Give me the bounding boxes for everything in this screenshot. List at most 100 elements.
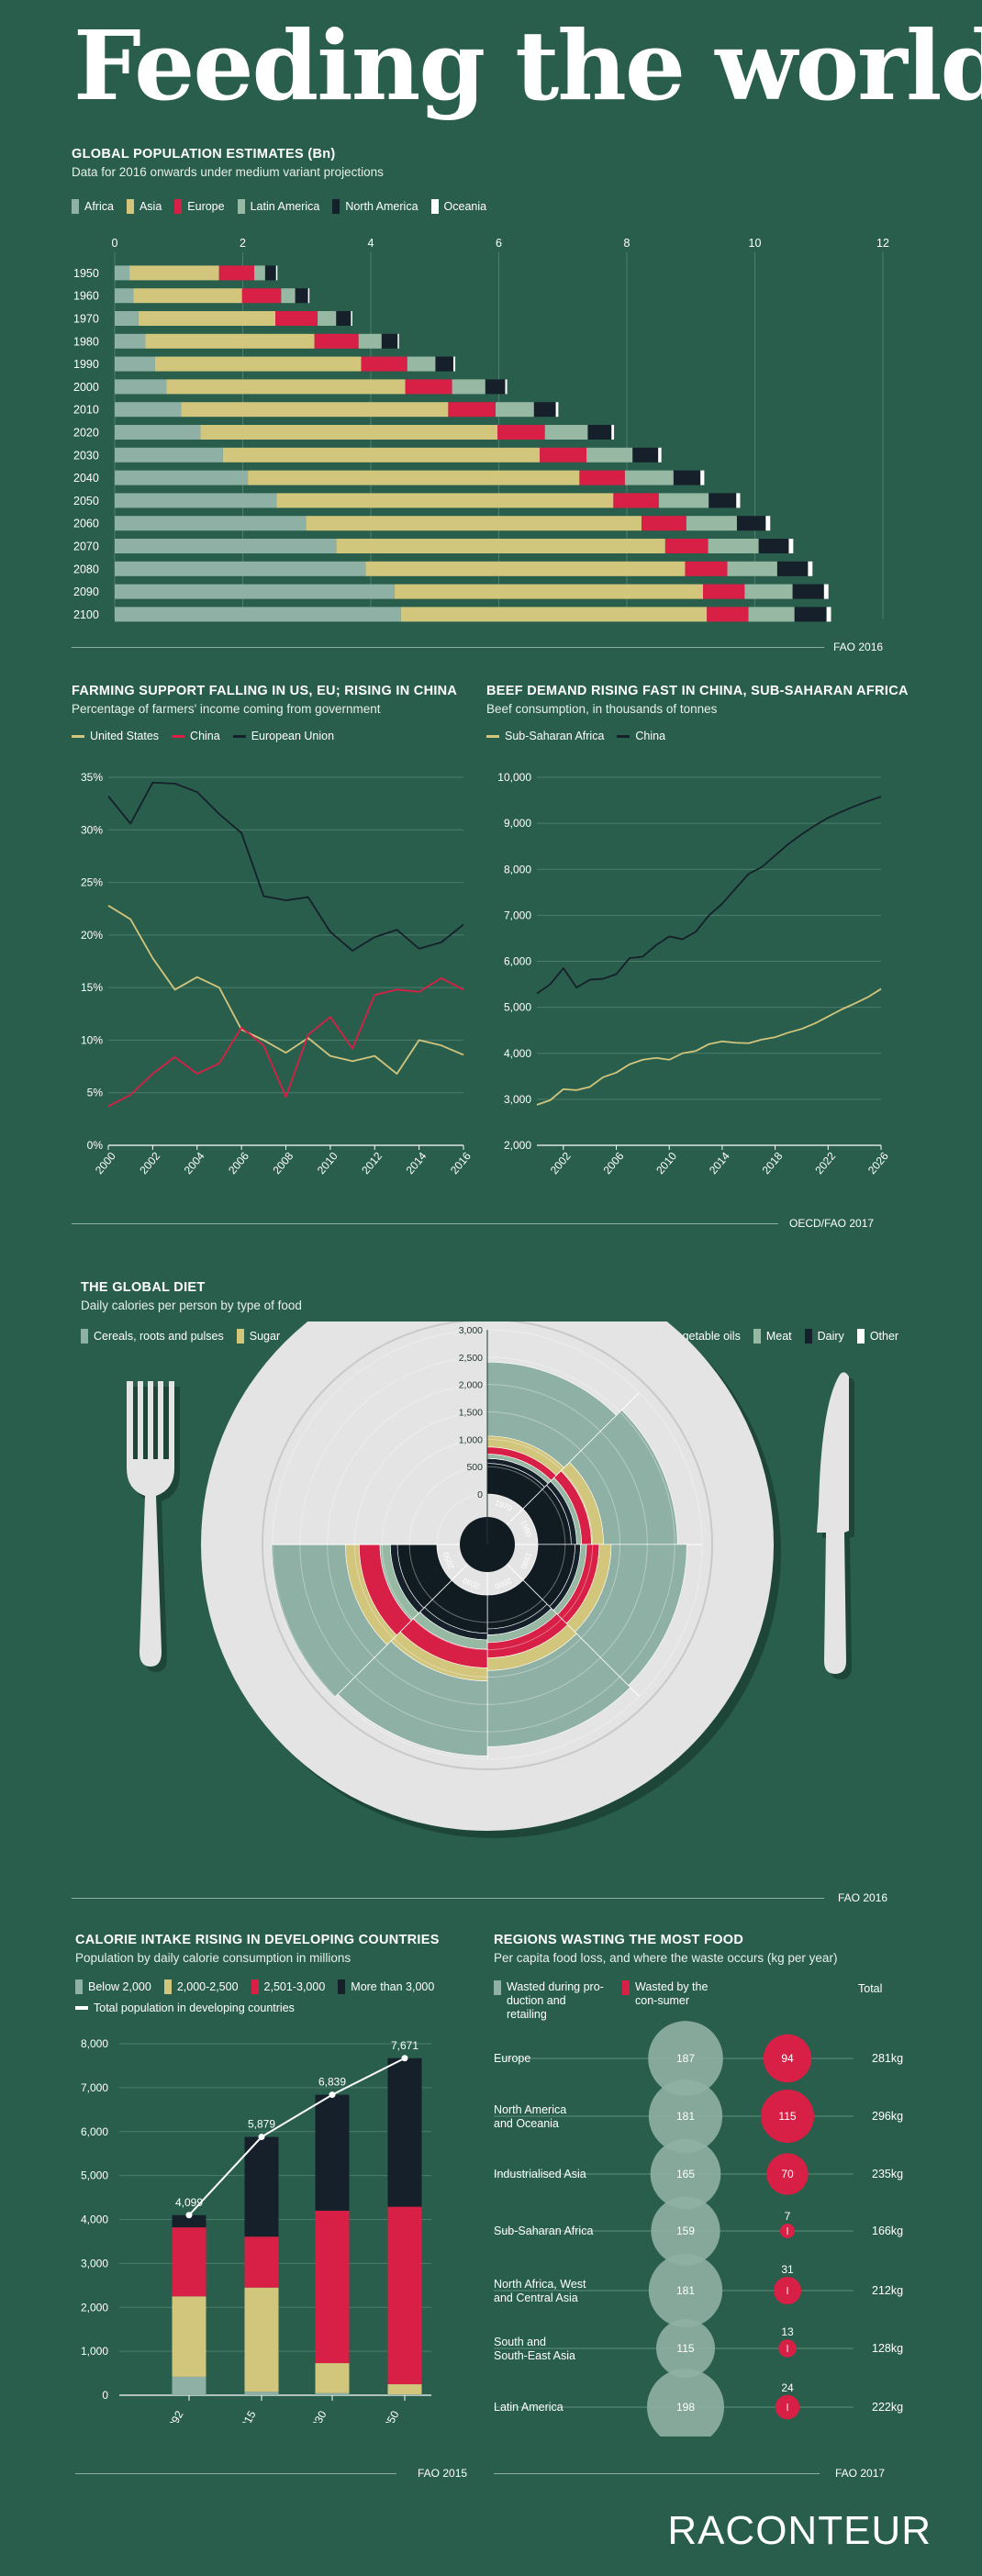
bar-segment-asia bbox=[181, 402, 449, 418]
bar-segment-africa bbox=[115, 265, 130, 281]
bar-segment-europe bbox=[707, 607, 749, 622]
calorie-bar-2-501-3-000 bbox=[172, 2227, 206, 2297]
bar-segment-oceania bbox=[826, 607, 831, 622]
total-population-label: 7,671 bbox=[391, 2039, 418, 2052]
waste-consumer-value: 70 bbox=[781, 2168, 794, 2180]
bar-segment-asia bbox=[129, 265, 219, 281]
bar-segment-north-america bbox=[485, 379, 506, 395]
y-tick-label: 10% bbox=[81, 1033, 103, 1046]
calorie-bar-below-2-000 bbox=[387, 2394, 422, 2395]
calorie-bar-below-2-000 bbox=[172, 2376, 206, 2395]
y-tick-label: 8,000 bbox=[81, 2037, 108, 2050]
y-tick-label: 4,000 bbox=[81, 2214, 108, 2226]
total-population-label: 4,099 bbox=[175, 2196, 203, 2209]
y-tick-label: 3,000 bbox=[504, 1093, 531, 1106]
waste-production-bubble bbox=[648, 2253, 723, 2328]
x-tick-label: 8 bbox=[624, 237, 630, 250]
x-tick-label: 0 bbox=[112, 237, 118, 250]
bar-segment-asia bbox=[138, 311, 276, 326]
x-tick-label: 2010 bbox=[653, 1149, 679, 1176]
y-tick-label: 2090 bbox=[73, 585, 99, 598]
y-tick-label: 6,000 bbox=[81, 2125, 108, 2138]
bar-segment-europe bbox=[314, 333, 359, 349]
x-tick-label: 2 bbox=[240, 237, 246, 250]
x-tick-label: 2002 bbox=[137, 1149, 162, 1176]
waste-region-label: Latin America bbox=[494, 2401, 564, 2414]
farming-legend: United States China European Union bbox=[72, 730, 334, 742]
bar-segment-north-america bbox=[435, 356, 453, 372]
waste-consumer-bubble bbox=[763, 2034, 812, 2083]
bar-segment-europe bbox=[448, 402, 497, 418]
calorie-legend-total: Total population in developing countries bbox=[75, 2002, 295, 2014]
bar-segment-asia bbox=[133, 288, 242, 304]
plate-rim bbox=[262, 1321, 713, 1770]
y-tick-label: 2030 bbox=[73, 449, 99, 462]
diet-chart: 19701980199020002030205005001,0001,5002,… bbox=[127, 1321, 854, 1838]
waste-total-header: Total bbox=[858, 1982, 883, 1995]
diet-source: FAO 2016 bbox=[838, 1891, 888, 1904]
bar-segment-oceania bbox=[307, 288, 310, 304]
bar-segment-north-america bbox=[792, 584, 824, 599]
bar-segment-europe bbox=[218, 265, 255, 281]
y-tick-label: 1950 bbox=[73, 267, 99, 280]
diet-tick-label: 1,500 bbox=[459, 1408, 483, 1419]
fork-body bbox=[127, 1381, 174, 1667]
farming-subtitle: Percentage of farmers' income coming fro… bbox=[72, 702, 381, 716]
bar-segment-africa bbox=[115, 425, 201, 440]
legend-item-asia: Asia bbox=[126, 199, 162, 214]
bar-segment-north-america bbox=[736, 516, 766, 531]
y-tick-label: 2070 bbox=[73, 541, 99, 553]
legend-item-china-beef: China bbox=[617, 730, 665, 742]
bar-segment-europe bbox=[497, 425, 545, 440]
population-title: GLOBAL POPULATION ESTIMATES (Bn) bbox=[72, 147, 336, 162]
y-tick-label: 10,000 bbox=[497, 771, 531, 784]
total-population-point bbox=[258, 2134, 265, 2141]
legend-item-africa: Africa bbox=[72, 199, 114, 214]
y-tick-label: 35% bbox=[81, 771, 103, 784]
y-tick-label: 2,000 bbox=[81, 2301, 108, 2314]
bar-segment-latin-america bbox=[748, 607, 795, 622]
bar-segment-asia bbox=[365, 561, 686, 576]
bar-segment-europe bbox=[540, 447, 587, 463]
series-line-china bbox=[107, 976, 464, 1108]
waste-region-label: Industrialised Asia bbox=[494, 2168, 586, 2180]
x-tick-label: 2010 bbox=[315, 1149, 340, 1176]
calorie-bar-more-than-3-000 bbox=[244, 2136, 279, 2237]
waste-production-value: 187 bbox=[676, 2052, 695, 2065]
bar-segment-europe bbox=[685, 561, 728, 576]
bar-segment-north-america bbox=[533, 402, 556, 418]
y-tick-label: 2020 bbox=[73, 427, 99, 440]
waste-region-label: Sub-Saharan Africa bbox=[494, 2225, 593, 2237]
waste-total-value: 166kg bbox=[872, 2225, 903, 2237]
legend-item-china: China bbox=[172, 730, 220, 742]
bar-segment-oceania bbox=[658, 447, 662, 463]
calorie-bar-2-000-2-500 bbox=[244, 2287, 279, 2392]
bar-segment-oceania bbox=[397, 333, 399, 349]
knife-icon bbox=[817, 1372, 854, 1679]
x-tick-label: 6 bbox=[496, 237, 502, 250]
bar-segment-oceania bbox=[555, 402, 559, 418]
series-line-european-union bbox=[107, 781, 464, 952]
legend-item-latin-america: Latin America bbox=[237, 199, 319, 214]
bar-segment-latin-america bbox=[496, 402, 534, 418]
bar-segment-latin-america bbox=[281, 288, 296, 304]
diet-legend-left: Cereals, roots and pulses Sugar bbox=[81, 1329, 280, 1344]
waste-production-value: 181 bbox=[676, 2110, 695, 2123]
y-tick-label: 5,000 bbox=[504, 1001, 531, 1014]
bar-segment-africa bbox=[115, 288, 134, 304]
waste-legend-production: Wasted during pro-duction and retailing bbox=[494, 1980, 608, 2022]
x-tick-label: 2026 bbox=[865, 1149, 891, 1176]
bar-segment-asia bbox=[306, 516, 642, 531]
bar-segment-north-america bbox=[381, 333, 398, 349]
y-tick-label: 5,000 bbox=[81, 2169, 108, 2182]
x-tick-label: 2050 bbox=[378, 2408, 402, 2423]
bar-segment-latin-america bbox=[407, 356, 436, 372]
y-tick-label: 1960 bbox=[73, 290, 99, 303]
bar-segment-africa bbox=[115, 333, 146, 349]
bar-segment-asia bbox=[400, 607, 708, 622]
y-tick-label: 8,000 bbox=[504, 863, 531, 875]
bar-segment-north-america bbox=[264, 265, 276, 281]
calorie-bar-below-2-000 bbox=[244, 2392, 279, 2395]
waste-production-value: 198 bbox=[676, 2401, 695, 2414]
waste-production-bubble bbox=[650, 2138, 721, 2210]
